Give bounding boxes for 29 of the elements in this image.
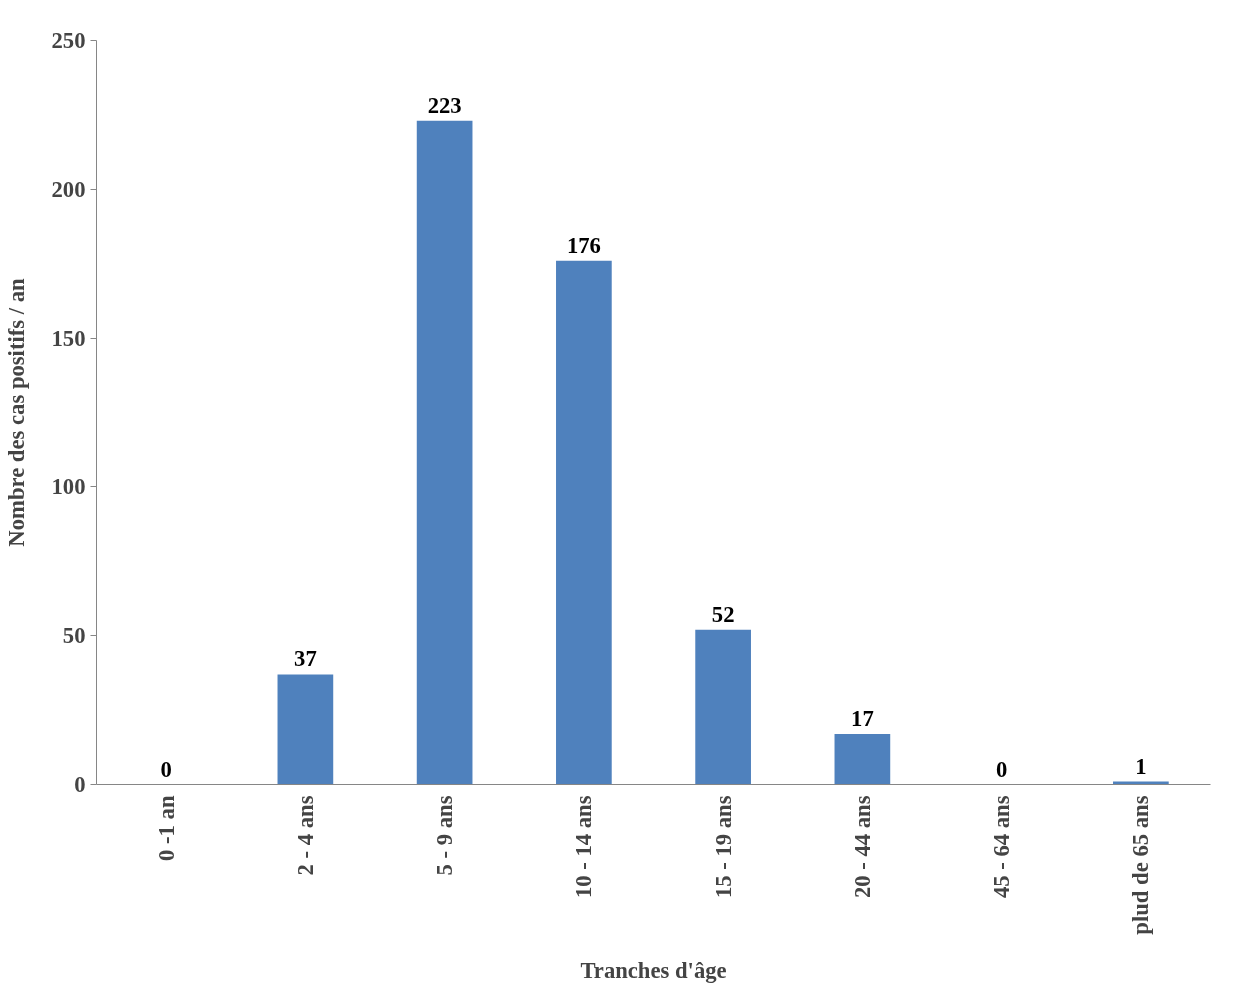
bar (277, 674, 334, 785)
x-tick-label: 15 - 19 ans (710, 795, 736, 899)
data-label: 37 (294, 646, 317, 672)
data-label: 0 (160, 756, 172, 782)
y-tick-label: 200 (51, 176, 86, 202)
data-label: 0 (995, 756, 1008, 782)
bar (556, 260, 612, 785)
data-label: 1 (1135, 753, 1147, 779)
x-tick-label: 0 -1 an (153, 795, 179, 861)
y-tick-label: 150 (51, 325, 86, 351)
y-tick-label: 100 (51, 474, 86, 500)
data-label: 52 (711, 601, 735, 627)
bar (695, 629, 751, 785)
bar (416, 120, 473, 785)
y-tick-label: 50 (62, 623, 86, 649)
y-axis-title: Nombre des cas positifs / an (3, 277, 29, 547)
x-tick-label: 2 - 4 ans (292, 795, 318, 876)
x-tick-label: 45 - 64 ans (989, 795, 1015, 899)
y-tick-label: 0 (74, 772, 86, 797)
data-label: 176 (566, 232, 601, 258)
y-tick-label: 250 (51, 28, 86, 53)
x-tick-label: 20 - 44 ans (849, 795, 875, 899)
x-tick-label: 10 - 14 ans (571, 795, 597, 899)
x-axis-title: Tranches d'âge (580, 957, 727, 983)
x-tick-label: plud de 65 ans (1128, 795, 1154, 935)
x-tick-label: 5 - 9 ans (432, 795, 458, 876)
data-label: 223 (427, 92, 462, 118)
data-label: 17 (851, 705, 874, 731)
bar (834, 733, 891, 785)
